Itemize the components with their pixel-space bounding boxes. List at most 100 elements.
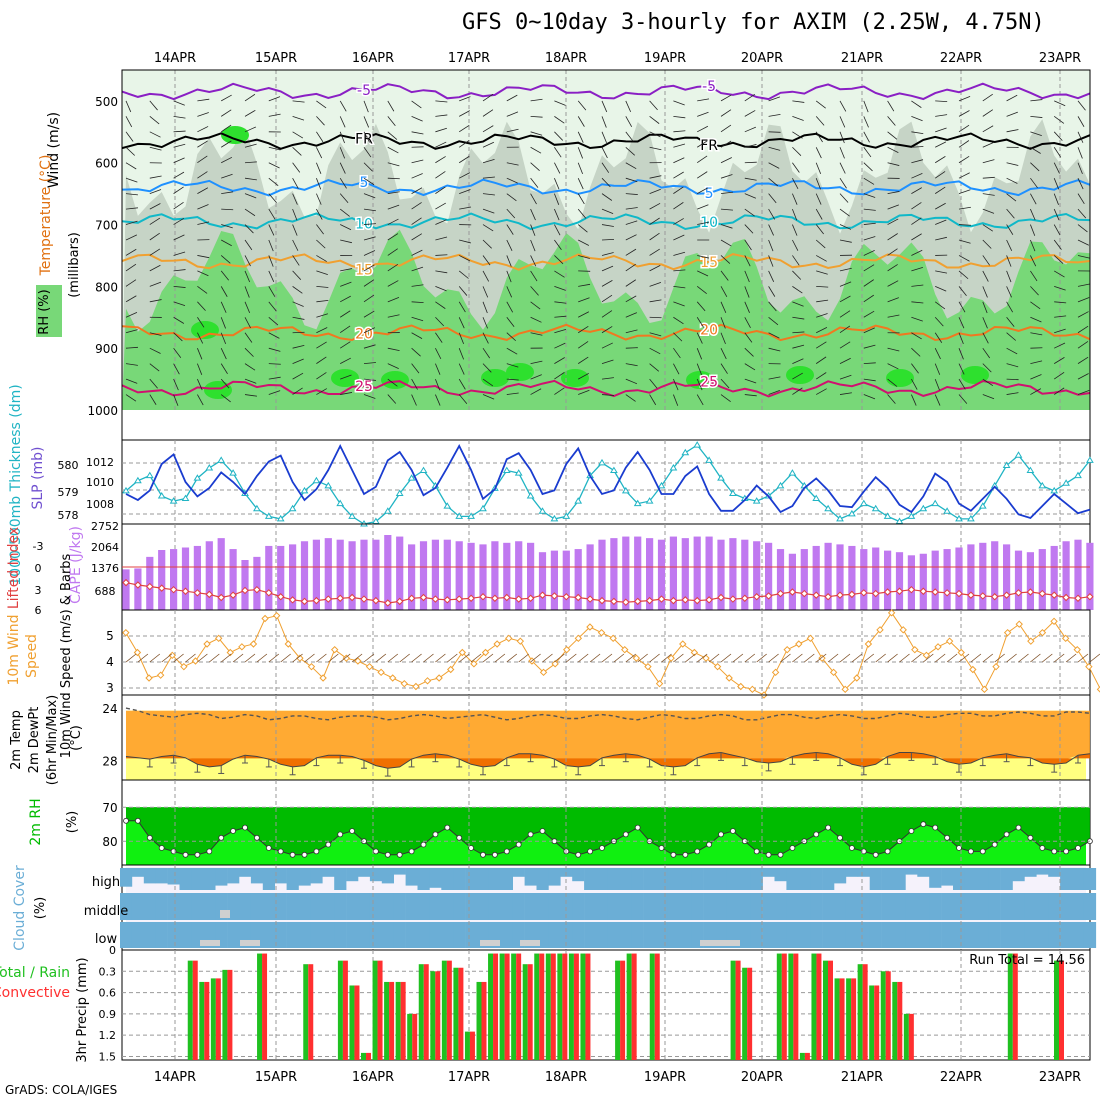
cloud-bar [1060,893,1073,920]
legend-rh-swatch [36,285,62,337]
wind-barb [268,162,280,169]
wind10-point [1038,628,1047,637]
wind10-barb [649,653,660,663]
thickness-point [705,456,713,463]
wind-barb [744,126,757,133]
wind-barb [673,378,679,391]
pressure-tick: 700 [95,219,118,233]
lifted-index-point [134,581,142,589]
cape-bar [1074,539,1082,610]
cape-bar [1026,552,1034,610]
cloud-bar [477,868,490,890]
cloud-bar [917,922,930,948]
cloud-bar [191,893,204,920]
wind-barb [720,140,732,148]
wind-barb [1053,224,1061,236]
wind-barb [435,378,441,391]
cape-bar [467,542,475,610]
wind-barb [911,378,918,390]
wind-barb [363,193,376,199]
wind-barb [411,233,423,241]
wind10-point [319,674,327,682]
wind-barb [125,248,137,256]
cloud-bar [369,922,383,948]
day-label-bottom: 14APR [154,1070,196,1085]
wind-barb [601,326,613,334]
precip-convective-bar [897,981,903,1060]
lifted-index-point [265,589,273,597]
wind-barb [244,126,257,133]
wind-barb [792,372,803,380]
rh2m-point [408,848,415,855]
precip-convective-bar [908,1013,914,1060]
wind-barb [625,193,638,195]
wind-barb [792,162,800,173]
wind-barb [863,344,876,349]
wind-barb [1053,116,1065,124]
wind-barb [601,208,614,215]
wind-barb [1053,193,1059,205]
cloud-bar [548,868,561,886]
wind-barb [554,208,560,221]
wind10-barb [197,653,208,663]
wind-barb [292,316,305,320]
cloud-bar [405,893,418,920]
wind-barb [221,173,233,179]
wind-barb [815,178,821,190]
wind-barb [530,162,540,171]
wind-barb [506,111,519,117]
lifted-index-point [729,595,737,603]
cloud-bar [536,868,549,890]
precip-total-bar [257,953,263,1060]
wind-barb [697,221,710,225]
wind-barb [149,131,161,138]
cloud-bar [607,893,621,920]
lifted-index-point [241,586,249,595]
rh-blob [961,366,989,384]
wind-barb [815,341,827,349]
precip-convective-bar [400,981,406,1060]
wind-barb [1006,162,1019,166]
cape-bar [265,545,273,610]
wind-barb [173,251,186,256]
cloud-bar [572,893,585,920]
lifted-index-point [824,593,832,601]
wind-barb [625,146,636,156]
wind10-barb [780,653,791,663]
cloud-bar [822,893,835,920]
wind-barb [625,177,638,183]
wind-barb [1077,208,1087,219]
wind-barb [839,310,851,318]
wind-barb [649,394,657,406]
wind-barb [1077,162,1083,175]
cloud-bar [834,868,847,884]
wind-barb [625,234,637,241]
wind-barb [982,239,992,249]
wind-barb [673,394,679,406]
cape-bar [1003,544,1011,610]
precip-legend-convective: Convective [0,985,70,1001]
precip-total-bar [580,953,586,1060]
wind-barb [506,378,519,381]
cape-bar [681,538,689,610]
wind-barb [887,146,899,153]
wind-barb [363,177,375,186]
cloud-bar [1024,868,1037,877]
thickness-point [312,476,321,484]
wind-barb [839,177,847,189]
wind-barb [554,329,567,334]
wind-barb [292,115,305,121]
wind-barb [482,158,495,164]
wind-barb [173,394,179,406]
wind-barb [292,286,303,294]
lifted-index-point [514,595,523,603]
wind-barb [268,286,276,297]
cloud-bar [703,893,716,920]
cloud-bar [1048,868,1061,877]
precip-total-bar [418,964,424,1060]
cloud-bar [179,868,192,890]
wind-barb [363,236,376,241]
wind10-barb [982,653,994,663]
cloud-bar [726,868,740,890]
wind-barb [720,124,732,133]
